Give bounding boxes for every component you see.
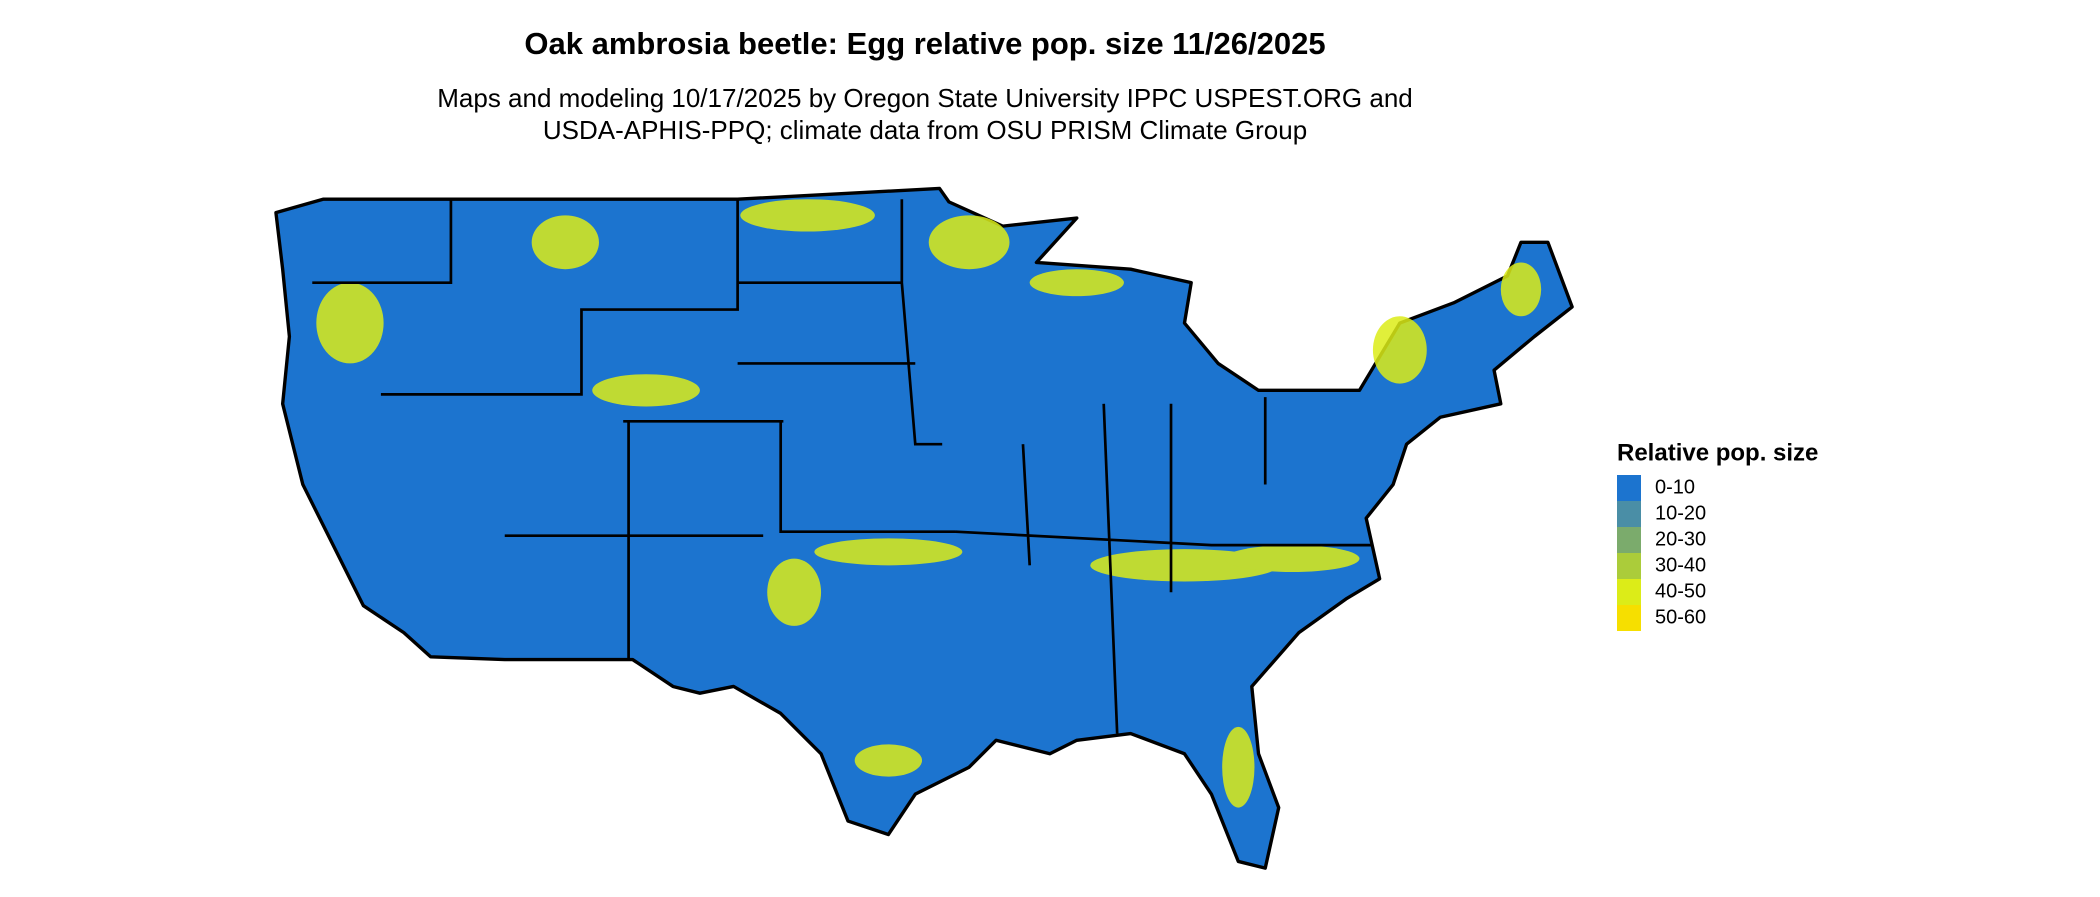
legend-title: Relative pop. size	[1617, 439, 1818, 466]
legend-label: 50-60	[1655, 606, 1706, 628]
legend-swatch	[1617, 527, 1641, 553]
legend: 0-10 10-20 20-30 30-40 40-50 50-60	[1617, 475, 1706, 631]
legend-swatch	[1617, 475, 1641, 501]
legend-swatch	[1617, 501, 1641, 527]
subtitle: USDA-APHIS-PPQ; climate data from OSU PR…	[543, 115, 1307, 145]
legend-label: 30-40	[1655, 554, 1706, 576]
high-pop-areas	[316, 199, 1542, 808]
title: Oak ambrosia beetle: Egg relative pop. s…	[524, 26, 1325, 61]
legend-label: 40-50	[1655, 580, 1706, 602]
state-borders	[312, 199, 1373, 734]
us-map	[274, 186, 1574, 870]
legend-swatch	[1617, 605, 1641, 631]
legend-label: 0-10	[1655, 476, 1695, 498]
subtitle: Maps and modeling 10/17/2025 by Oregon S…	[437, 83, 1413, 113]
us-outline	[274, 186, 1574, 870]
legend-swatch	[1617, 553, 1641, 579]
legend-label: 20-30	[1655, 528, 1706, 550]
legend-swatch	[1617, 579, 1641, 605]
legend-label: 10-20	[1655, 502, 1706, 524]
